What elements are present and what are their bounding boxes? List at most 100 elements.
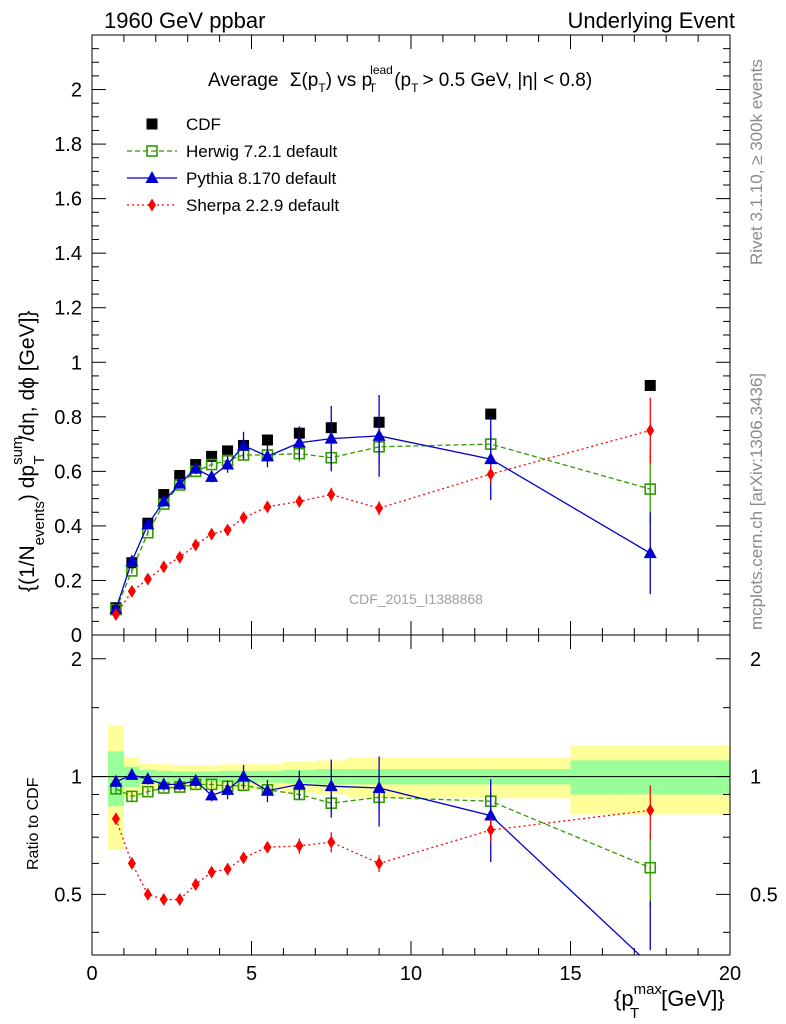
pythia-ratio-point bbox=[292, 777, 306, 790]
x-tick-label: 10 bbox=[400, 963, 422, 985]
x-tick-label: 5 bbox=[246, 963, 257, 985]
pythia-point bbox=[292, 435, 306, 448]
analysis-watermark: CDF_2015_I1388868 bbox=[349, 591, 483, 607]
legend-sherpa-marker bbox=[148, 198, 156, 212]
legend-pythia-label: Pythia 8.170 default bbox=[186, 169, 337, 188]
plot-title: Average Σ(pT) vs plead T (pT > 0.5 GeV, |η|… bbox=[208, 63, 592, 95]
ylabel-part-b: ) dp bbox=[16, 465, 39, 501]
sherpa-point bbox=[646, 423, 655, 437]
title-part-d-sub: T bbox=[411, 81, 419, 95]
herwig-ratio-point bbox=[205, 778, 218, 791]
title-part-e: > 0.5 GeV, |η| < 0.8) bbox=[422, 70, 592, 91]
title-part-a: Average bbox=[208, 70, 278, 91]
sherpa-ratio-point bbox=[207, 865, 216, 879]
pythia-ratio-point bbox=[644, 958, 657, 970]
cdf-point bbox=[644, 379, 656, 391]
ratio-tick-label: 1 bbox=[71, 767, 82, 789]
sherpa-point bbox=[159, 560, 168, 574]
y-tick-label: 2 bbox=[71, 80, 82, 102]
pythia-point bbox=[643, 546, 657, 559]
sherpa-ratio-point bbox=[327, 835, 336, 849]
sherpa-point bbox=[375, 501, 384, 515]
pythia-point bbox=[324, 431, 338, 444]
pythia-point bbox=[205, 469, 219, 482]
pythia-point bbox=[189, 461, 203, 474]
pythia-ratio-point bbox=[484, 808, 498, 821]
sherpa-ratio-point bbox=[295, 839, 304, 853]
legend-cdf-label: CDF bbox=[186, 115, 221, 134]
x-axis-label: {pmax T [GeV]} bbox=[614, 981, 725, 1022]
xlabel-part-a-sup: max bbox=[634, 981, 663, 998]
legend-sherpa-label: Sherpa 2.2.9 default bbox=[186, 196, 339, 215]
legend-cdf-marker bbox=[146, 118, 158, 130]
sherpa-point bbox=[143, 572, 152, 586]
ratio-tick-label: 2 bbox=[71, 649, 82, 671]
pythia-ratio-point bbox=[372, 780, 386, 793]
legend-herwig-label: Herwig 7.2.1 default bbox=[186, 142, 337, 161]
xlabel-part-a: {p bbox=[614, 986, 634, 1011]
sherpa-ratio-point bbox=[127, 856, 136, 870]
sherpa-point bbox=[127, 584, 136, 598]
herwig-ratio-point bbox=[142, 785, 154, 798]
xlabel-part-b: [GeV]} bbox=[661, 986, 725, 1011]
sherpa-point bbox=[327, 488, 336, 502]
ylabel-part-c: /dη, dϕ [GeV]} bbox=[16, 311, 39, 442]
sherpa-ratio-point bbox=[191, 877, 200, 891]
y-tick-label: 1.8 bbox=[54, 134, 82, 156]
main-series-layer bbox=[109, 379, 657, 622]
sherpa-point bbox=[191, 538, 200, 552]
legend-pythia-marker bbox=[145, 171, 159, 183]
pythia-point bbox=[237, 438, 251, 451]
pythia-point bbox=[372, 428, 386, 441]
mcplots-label: mcplots.cern.ch [arXiv:1306.3436] bbox=[747, 373, 766, 630]
ylabel-part-a: {(1/N bbox=[16, 545, 39, 592]
pythia-ratio-point bbox=[141, 772, 155, 785]
y-tick-label: 0.2 bbox=[54, 570, 82, 592]
pythia-ratio-point bbox=[125, 767, 139, 780]
ratio-y-axis-label: Ratio to CDF bbox=[25, 777, 42, 870]
ylabel-part-a-sub: events bbox=[31, 501, 48, 545]
y-tick-label: 1.2 bbox=[54, 298, 82, 320]
sherpa-ratio-point bbox=[159, 893, 168, 907]
main-y-axis-label: {(1/Nevents) dpsum T/dη, dϕ [GeV]} bbox=[9, 311, 48, 592]
herwig-point bbox=[205, 458, 218, 471]
sherpa-ratio-point bbox=[111, 812, 120, 826]
cdf-point bbox=[174, 469, 186, 481]
ylabel-part-b-sub: T bbox=[31, 455, 48, 464]
cdf-point bbox=[485, 408, 497, 420]
header-left: 1960 GeV ppbar bbox=[104, 8, 265, 33]
title-part-c-sub: T bbox=[369, 81, 377, 95]
pythia-point bbox=[157, 494, 171, 507]
pythia-point bbox=[484, 452, 498, 465]
sherpa-point bbox=[111, 608, 120, 622]
sherpa-ratio-point bbox=[175, 893, 184, 907]
pythia-ratio-point bbox=[189, 773, 203, 786]
pythia-ratio-point bbox=[109, 774, 123, 787]
ratio-tick-label-right: 2 bbox=[750, 649, 761, 671]
sherpa-line bbox=[115, 429, 651, 615]
y-tick-label: 0.8 bbox=[54, 407, 82, 429]
x-tick-label: 15 bbox=[559, 963, 581, 985]
y-tick-label: 1.4 bbox=[54, 243, 82, 265]
pythia-ratio-point bbox=[205, 788, 219, 801]
y-tick-label: 1.6 bbox=[54, 189, 82, 211]
legend-herwig-marker bbox=[146, 145, 158, 157]
cdf-point bbox=[222, 445, 234, 457]
pythia-ratio-point bbox=[237, 769, 251, 782]
pythia-ratio-point bbox=[157, 777, 171, 790]
ratio-series-layer bbox=[109, 756, 657, 970]
title-part-c-sup: lead bbox=[370, 63, 393, 77]
sherpa-point bbox=[175, 550, 184, 564]
axes: 0 5 10 15 20 0 0.2 0.4 0.6 0.8 1 1.2 1.4 1.6 1.8 2 0.5 0.… bbox=[54, 35, 778, 985]
herwig-ratio-point bbox=[644, 861, 657, 874]
ratio-tick-label-right: 0.5 bbox=[750, 884, 778, 906]
sherpa-point bbox=[207, 527, 216, 541]
rivet-label: Rivet 3.1.10, ≥ 300k events bbox=[747, 59, 766, 265]
pythia-point bbox=[260, 449, 274, 462]
sherpa-ratio-point bbox=[375, 856, 384, 870]
x-tick-label: 20 bbox=[719, 963, 741, 985]
pythia-point bbox=[221, 457, 235, 470]
sherpa-ratio-point bbox=[486, 823, 495, 837]
pythia-ratio-point bbox=[221, 782, 235, 795]
title-part-c: ) vs p bbox=[326, 70, 372, 91]
